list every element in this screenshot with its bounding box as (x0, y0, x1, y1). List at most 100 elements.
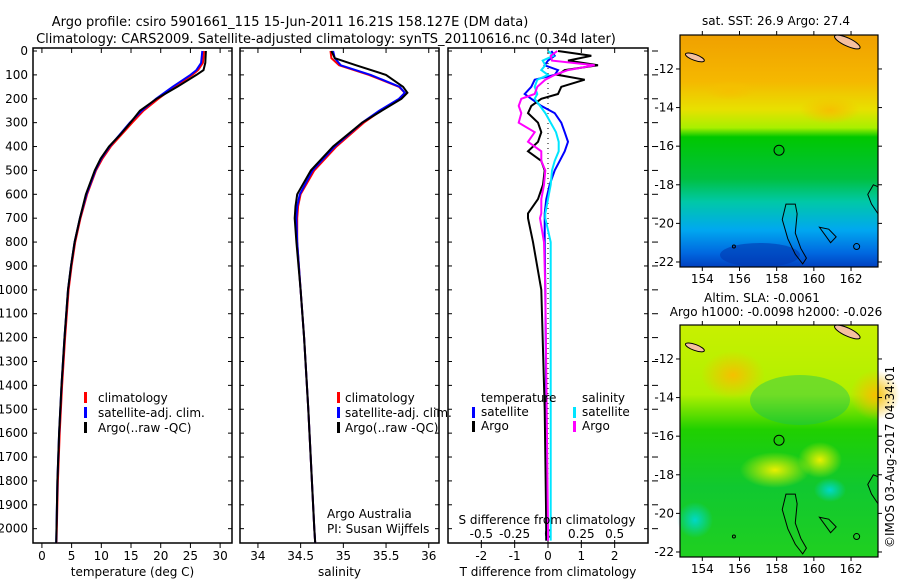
annotation-pi: PI: Susan Wijffels (327, 522, 429, 536)
depth-tick-label: 1600 (0, 426, 28, 440)
lat-tick-label: -22 (654, 545, 674, 559)
series-t-argo (526, 50, 599, 541)
land (684, 342, 705, 353)
sla-map-axes: 154 156 158 160 162 -12 -14 -16 -18 -20 -22 (654, 321, 882, 576)
float-position-marker (773, 144, 785, 156)
legend-label-argo: Argo(..raw -QC) (98, 421, 191, 435)
sst-map[interactable] (680, 35, 878, 267)
legend-label-satellite: satellite-adj. clim. (98, 406, 205, 420)
land (834, 324, 861, 340)
series-argo-raw-qc- (55, 50, 207, 544)
legend-swatch-climatology (84, 392, 87, 403)
lon-tick-label: 156 (728, 562, 751, 576)
title-line-1: Argo profile: csiro 5901661_115 15-Jun-2… (52, 15, 529, 30)
x-axis-label: temperature (deg C) (71, 565, 194, 579)
annotation-argo-australia: Argo Australia (327, 507, 412, 521)
x-tick-label: 0 (544, 549, 552, 563)
difference-panel: -2 -1 0 1 2 T difference from climatology -0.5… (447, 47, 649, 579)
temperature-legend: climatology satellite-adj. clim. Argo(..… (84, 391, 205, 435)
plot-frame (239, 47, 440, 544)
lat-tick-label: -20 (654, 216, 674, 230)
float-position-marker (773, 434, 785, 446)
lon-tick-label: 160 (802, 562, 825, 576)
lon-tick-label: 160 (802, 272, 825, 286)
depth-tick-label: 200 (5, 92, 28, 106)
legend-swatch-t-argo (472, 421, 475, 432)
s-tick-label: -0.25 (499, 527, 530, 541)
lon-tick-label: 158 (765, 562, 788, 576)
x-tick-label: 25 (183, 549, 198, 563)
depth-tick-label: 1900 (0, 498, 28, 512)
s-tick-label: 0.5 (605, 527, 624, 541)
legend-label-s-satellite: satellite (582, 405, 630, 419)
depth-tick-label: 1500 (0, 402, 28, 416)
lat-tick-label: -20 (654, 506, 674, 520)
depth-tick-label: 1200 (0, 331, 28, 345)
depth-tick-label: 1400 (0, 378, 28, 392)
legend-swatch-argo (337, 422, 340, 433)
x-tick-label: 36 (421, 549, 436, 563)
legend-label-t-satellite: satellite (481, 405, 529, 419)
coastline (867, 474, 879, 506)
lat-tick-label: -14 (654, 101, 674, 115)
depth-tick-label: 1000 (0, 283, 28, 297)
depth-tick-label: 100 (5, 68, 28, 82)
x-tick-label: -2 (475, 549, 487, 563)
coastline (853, 533, 861, 541)
depth-tick-label: 300 (5, 116, 28, 130)
lat-tick-label: -12 (654, 62, 674, 76)
temperature-panel: 0 5 10 15 20 25 30 temperature (deg C) (32, 47, 233, 579)
depth-tick-label: 0 (20, 44, 28, 58)
legend-swatch-t-satellite (472, 407, 475, 418)
plot-frame (32, 47, 233, 544)
lon-tick-label: 154 (691, 272, 714, 286)
coastline (781, 203, 808, 265)
depth-tick-label: 400 (5, 140, 28, 154)
s-axis-label: S difference from climatology (459, 513, 636, 527)
difference-legend: temperature salinity satellite Argo sate… (459, 391, 636, 527)
depth-axis: 0 100 200 300 400 500 600 700 800 900 1000 1100 1200… (0, 44, 658, 536)
depth-tick-label: 500 (5, 163, 28, 177)
title-line-2: Climatology: CARS2009. Satellite-adjuste… (36, 32, 616, 47)
x-tick-label: -1 (509, 549, 521, 563)
depth-tick-label: 800 (5, 235, 28, 249)
series-satellite-adj-clim- (295, 50, 407, 544)
lat-tick-label: -14 (654, 391, 674, 405)
sla-map[interactable] (677, 325, 900, 557)
sst-map-axes: 154 156 158 160 162 -12 -14 -16 -18 -20 -22 (654, 31, 882, 286)
series-s-argo (517, 50, 595, 541)
coastline (731, 244, 736, 249)
lon-tick-label: 156 (728, 272, 751, 286)
x-tick-label: 1 (578, 549, 586, 563)
legend-heading-temperature: temperature (481, 391, 556, 405)
legend-swatch-satellite (84, 407, 87, 418)
x-tick-label: 34.5 (287, 549, 314, 563)
series-climatology (296, 50, 407, 544)
land (684, 52, 705, 63)
x-axis-label: salinity (318, 565, 361, 579)
lat-tick-label: -22 (654, 255, 674, 269)
legend-label-t-argo: Argo (481, 419, 509, 433)
legend-label-climatology: climatology (98, 391, 168, 405)
depth-tick-label: 1300 (0, 354, 28, 368)
legend-label-argo: Argo(..raw -QC) (345, 421, 438, 435)
map-frame (679, 34, 879, 268)
series-s-satellite (533, 50, 560, 541)
lat-tick-label: -18 (654, 468, 674, 482)
legend-label-satellite: satellite-adj. clim. (345, 406, 452, 420)
lat-tick-label: -16 (654, 429, 674, 443)
lat-tick-label: -16 (654, 139, 674, 153)
depth-tick-label: 2000 (0, 522, 28, 536)
s-tick-label: -0.5 (470, 527, 493, 541)
depth-tick-label: 1100 (0, 307, 28, 321)
x-tick-label: 34 (250, 549, 265, 563)
salinity-panel: 34 34.5 35 35.5 36 salinity (239, 47, 440, 579)
lon-tick-label: 158 (765, 272, 788, 286)
depth-tick-label: 600 (5, 187, 28, 201)
x-tick-label: 20 (153, 549, 168, 563)
coastline (853, 243, 861, 251)
legend-swatch-s-argo (573, 421, 576, 432)
depth-tick-label: 1700 (0, 450, 28, 464)
lon-tick-label: 154 (691, 562, 714, 576)
